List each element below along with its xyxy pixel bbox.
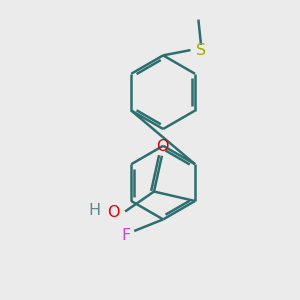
Text: O: O [156, 139, 169, 154]
Text: O: O [107, 205, 120, 220]
Text: H: H [88, 203, 101, 218]
Text: S: S [196, 43, 206, 58]
Text: F: F [122, 228, 131, 243]
